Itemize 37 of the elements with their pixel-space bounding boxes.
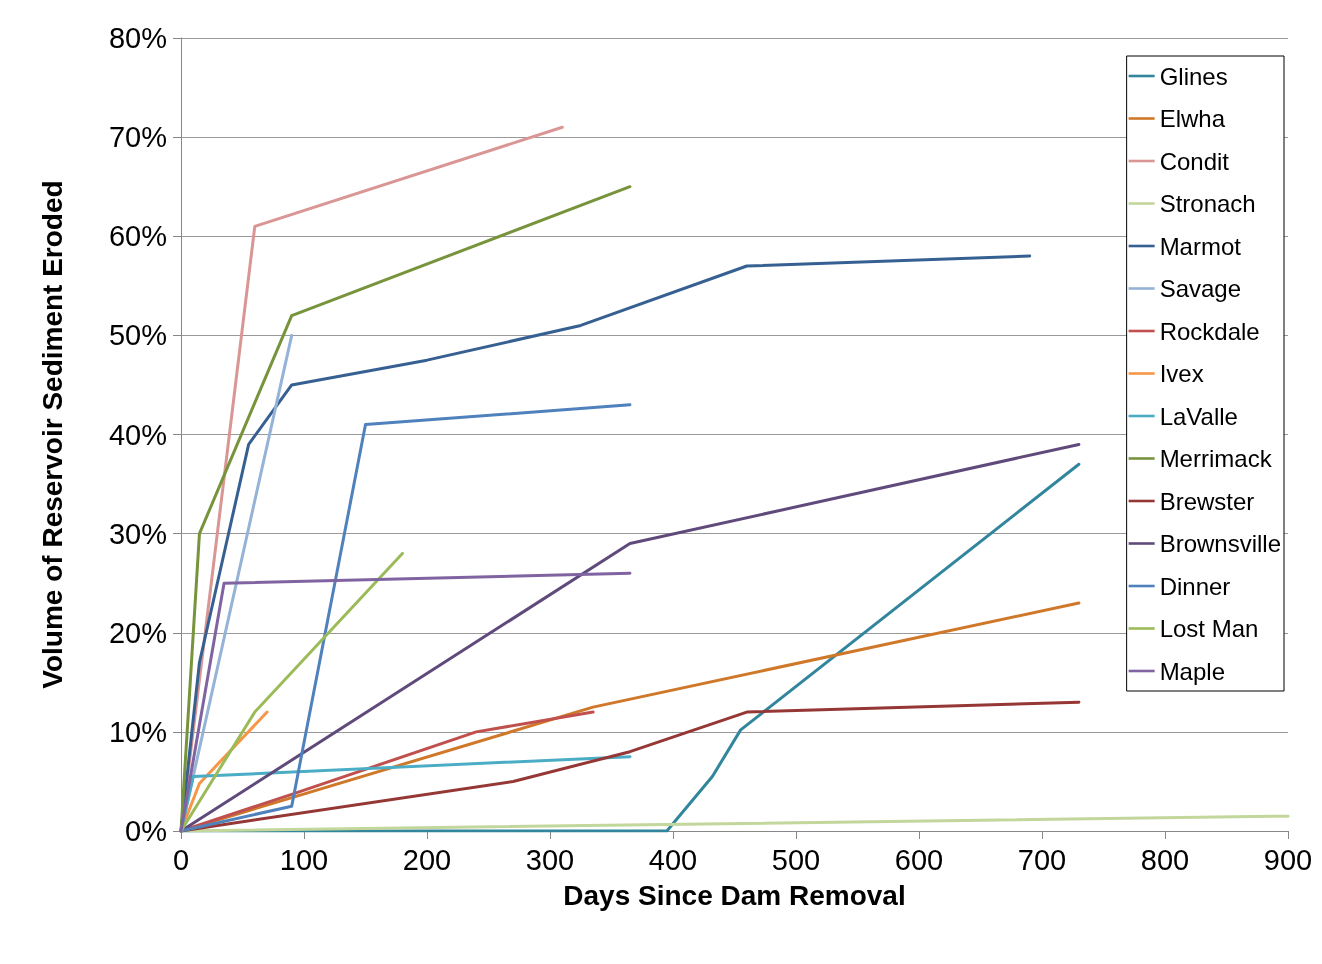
y-tick-label: 10% — [108, 715, 167, 748]
x-tick-label: 600 — [894, 843, 944, 876]
x-tick-label: 700 — [1017, 843, 1067, 876]
legend-label: Elwha — [1159, 105, 1226, 132]
x-axis-title: Days Since Dam Removal — [563, 879, 906, 911]
legend-label: Brownsville — [1159, 530, 1281, 557]
legend-label: Stronach — [1159, 190, 1256, 217]
y-tick-label: 70% — [108, 121, 167, 154]
y-tick-label: 60% — [108, 220, 167, 253]
legend-label: Lost Man — [1159, 615, 1259, 642]
legend-label: Rockdale — [1159, 317, 1260, 345]
legend-label: Brewster — [1159, 487, 1255, 515]
legend-label: Condit — [1159, 147, 1230, 175]
y-axis-title: Volume of Reservoir Sediment Eroded — [36, 180, 68, 689]
x-tick-label: 400 — [648, 843, 698, 876]
x-tick-label: 900 — [1263, 843, 1313, 876]
x-tick-label: 800 — [1140, 843, 1190, 876]
legend-label: Ivex — [1159, 360, 1204, 387]
legend-label: Maple — [1159, 657, 1225, 685]
legend-label: Dinner — [1159, 572, 1231, 600]
x-tick-label: 300 — [525, 843, 575, 876]
x-tick-label: 200 — [402, 843, 452, 876]
y-tick-label: 30% — [108, 517, 167, 550]
y-tick-label: 50% — [108, 319, 167, 352]
x-tick-label: 100 — [279, 843, 329, 876]
legend-label: LaValle — [1159, 402, 1238, 430]
line-series — [179, 403, 632, 833]
legend-label: Merrimack — [1159, 445, 1273, 472]
legend-label: Savage — [1159, 275, 1242, 302]
y-tick-label: 0% — [125, 815, 167, 847]
legend-label: Glines — [1159, 62, 1228, 90]
y-tick-label: 20% — [108, 616, 167, 649]
y-tick-label: 80% — [108, 22, 167, 54]
y-tick-label: 40% — [108, 418, 167, 451]
legend-label: Marmot — [1159, 232, 1242, 260]
x-tick-label: 500 — [771, 843, 821, 876]
x-tick-label: 0 — [172, 843, 190, 876]
